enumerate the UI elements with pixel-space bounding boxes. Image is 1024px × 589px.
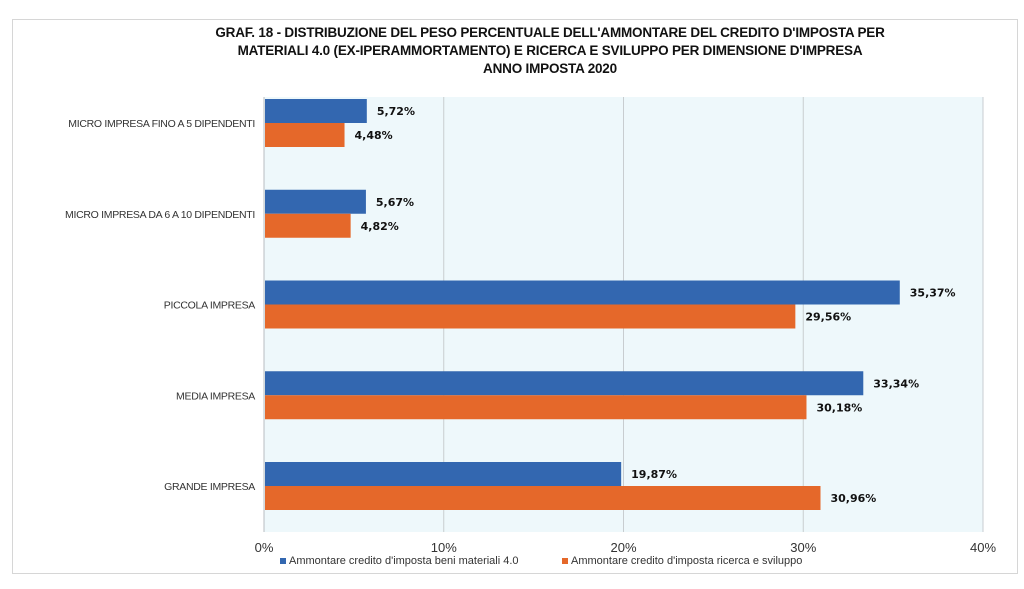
data-label: 19,87% xyxy=(631,468,677,481)
chart-title-line-1: GRAF. 18 - DISTRIBUZIONE DEL PESO PERCEN… xyxy=(215,25,885,40)
bar-beni-materiali xyxy=(265,462,622,486)
bars xyxy=(265,99,900,510)
category-label: GRANDE IMPRESA xyxy=(164,481,255,493)
category-label: MICRO IMPRESA FINO A 5 DIPENDENTI xyxy=(68,118,255,130)
category-label: MICRO IMPRESA DA 6 A 10 DIPENDENTI xyxy=(65,209,255,221)
chart-title-line-3: ANNO IMPOSTA 2020 xyxy=(483,61,617,76)
x-tick-label: 30% xyxy=(790,540,816,555)
category-label: PICCOLA IMPRESA xyxy=(164,300,255,312)
chart-title-line-2: MATERIALI 4.0 (EX-IPERAMMORTAMENTO) E RI… xyxy=(237,43,863,58)
legend-swatch-blue xyxy=(280,558,286,564)
x-tick-label: 0% xyxy=(255,540,274,555)
legend-label: Ammontare credito d'imposta beni materia… xyxy=(289,555,519,567)
bar-beni-materiali xyxy=(265,189,366,214)
data-label: 35,37% xyxy=(910,287,956,300)
bar-beni-materiali xyxy=(265,99,367,123)
data-label: 33,34% xyxy=(873,377,919,390)
legend-label: Ammontare credito d'imposta ricerca e sv… xyxy=(571,555,803,567)
bar-beni-materiali xyxy=(265,371,864,396)
x-tick-label: 40% xyxy=(970,540,996,555)
legend-swatch-orange xyxy=(562,558,568,564)
x-tick-label: 10% xyxy=(431,540,457,555)
data-label: 30,18% xyxy=(816,401,862,414)
x-axis-ticks: 0% 10% 20% 30% 40% xyxy=(255,540,997,555)
value-labels: 5,72% 4,48% 5,67% 4,82% 35,37% 29,56% 33,34% 30… xyxy=(355,105,956,505)
data-label: 4,48% xyxy=(355,129,393,142)
data-label: 29,56% xyxy=(805,311,851,324)
bar-ricerca-sviluppo xyxy=(265,213,351,238)
bar-beni-materiali xyxy=(265,280,900,305)
x-tick-label: 20% xyxy=(610,540,636,555)
data-label: 30,96% xyxy=(831,492,877,505)
chart-title: GRAF. 18 - DISTRIBUZIONE DEL PESO PERCEN… xyxy=(150,24,950,78)
bar-ricerca-sviluppo xyxy=(265,123,345,147)
category-label: MEDIA IMPRESA xyxy=(176,390,255,402)
legend-item-ricerca-sviluppo[interactable]: Ammontare credito d'imposta ricerca e sv… xyxy=(562,555,802,567)
category-labels: MICRO IMPRESA FINO A 5 DIPENDENTI MICRO I… xyxy=(65,118,256,493)
legend-item-beni-materiali[interactable]: Ammontare credito d'imposta beni materia… xyxy=(280,555,519,567)
bar-ricerca-sviluppo xyxy=(265,304,796,329)
data-label: 5,72% xyxy=(377,105,415,118)
bar-ricerca-sviluppo xyxy=(265,395,807,420)
bar-ricerca-sviluppo xyxy=(265,486,821,510)
data-label: 4,82% xyxy=(361,220,399,233)
data-label: 5,67% xyxy=(376,196,414,209)
